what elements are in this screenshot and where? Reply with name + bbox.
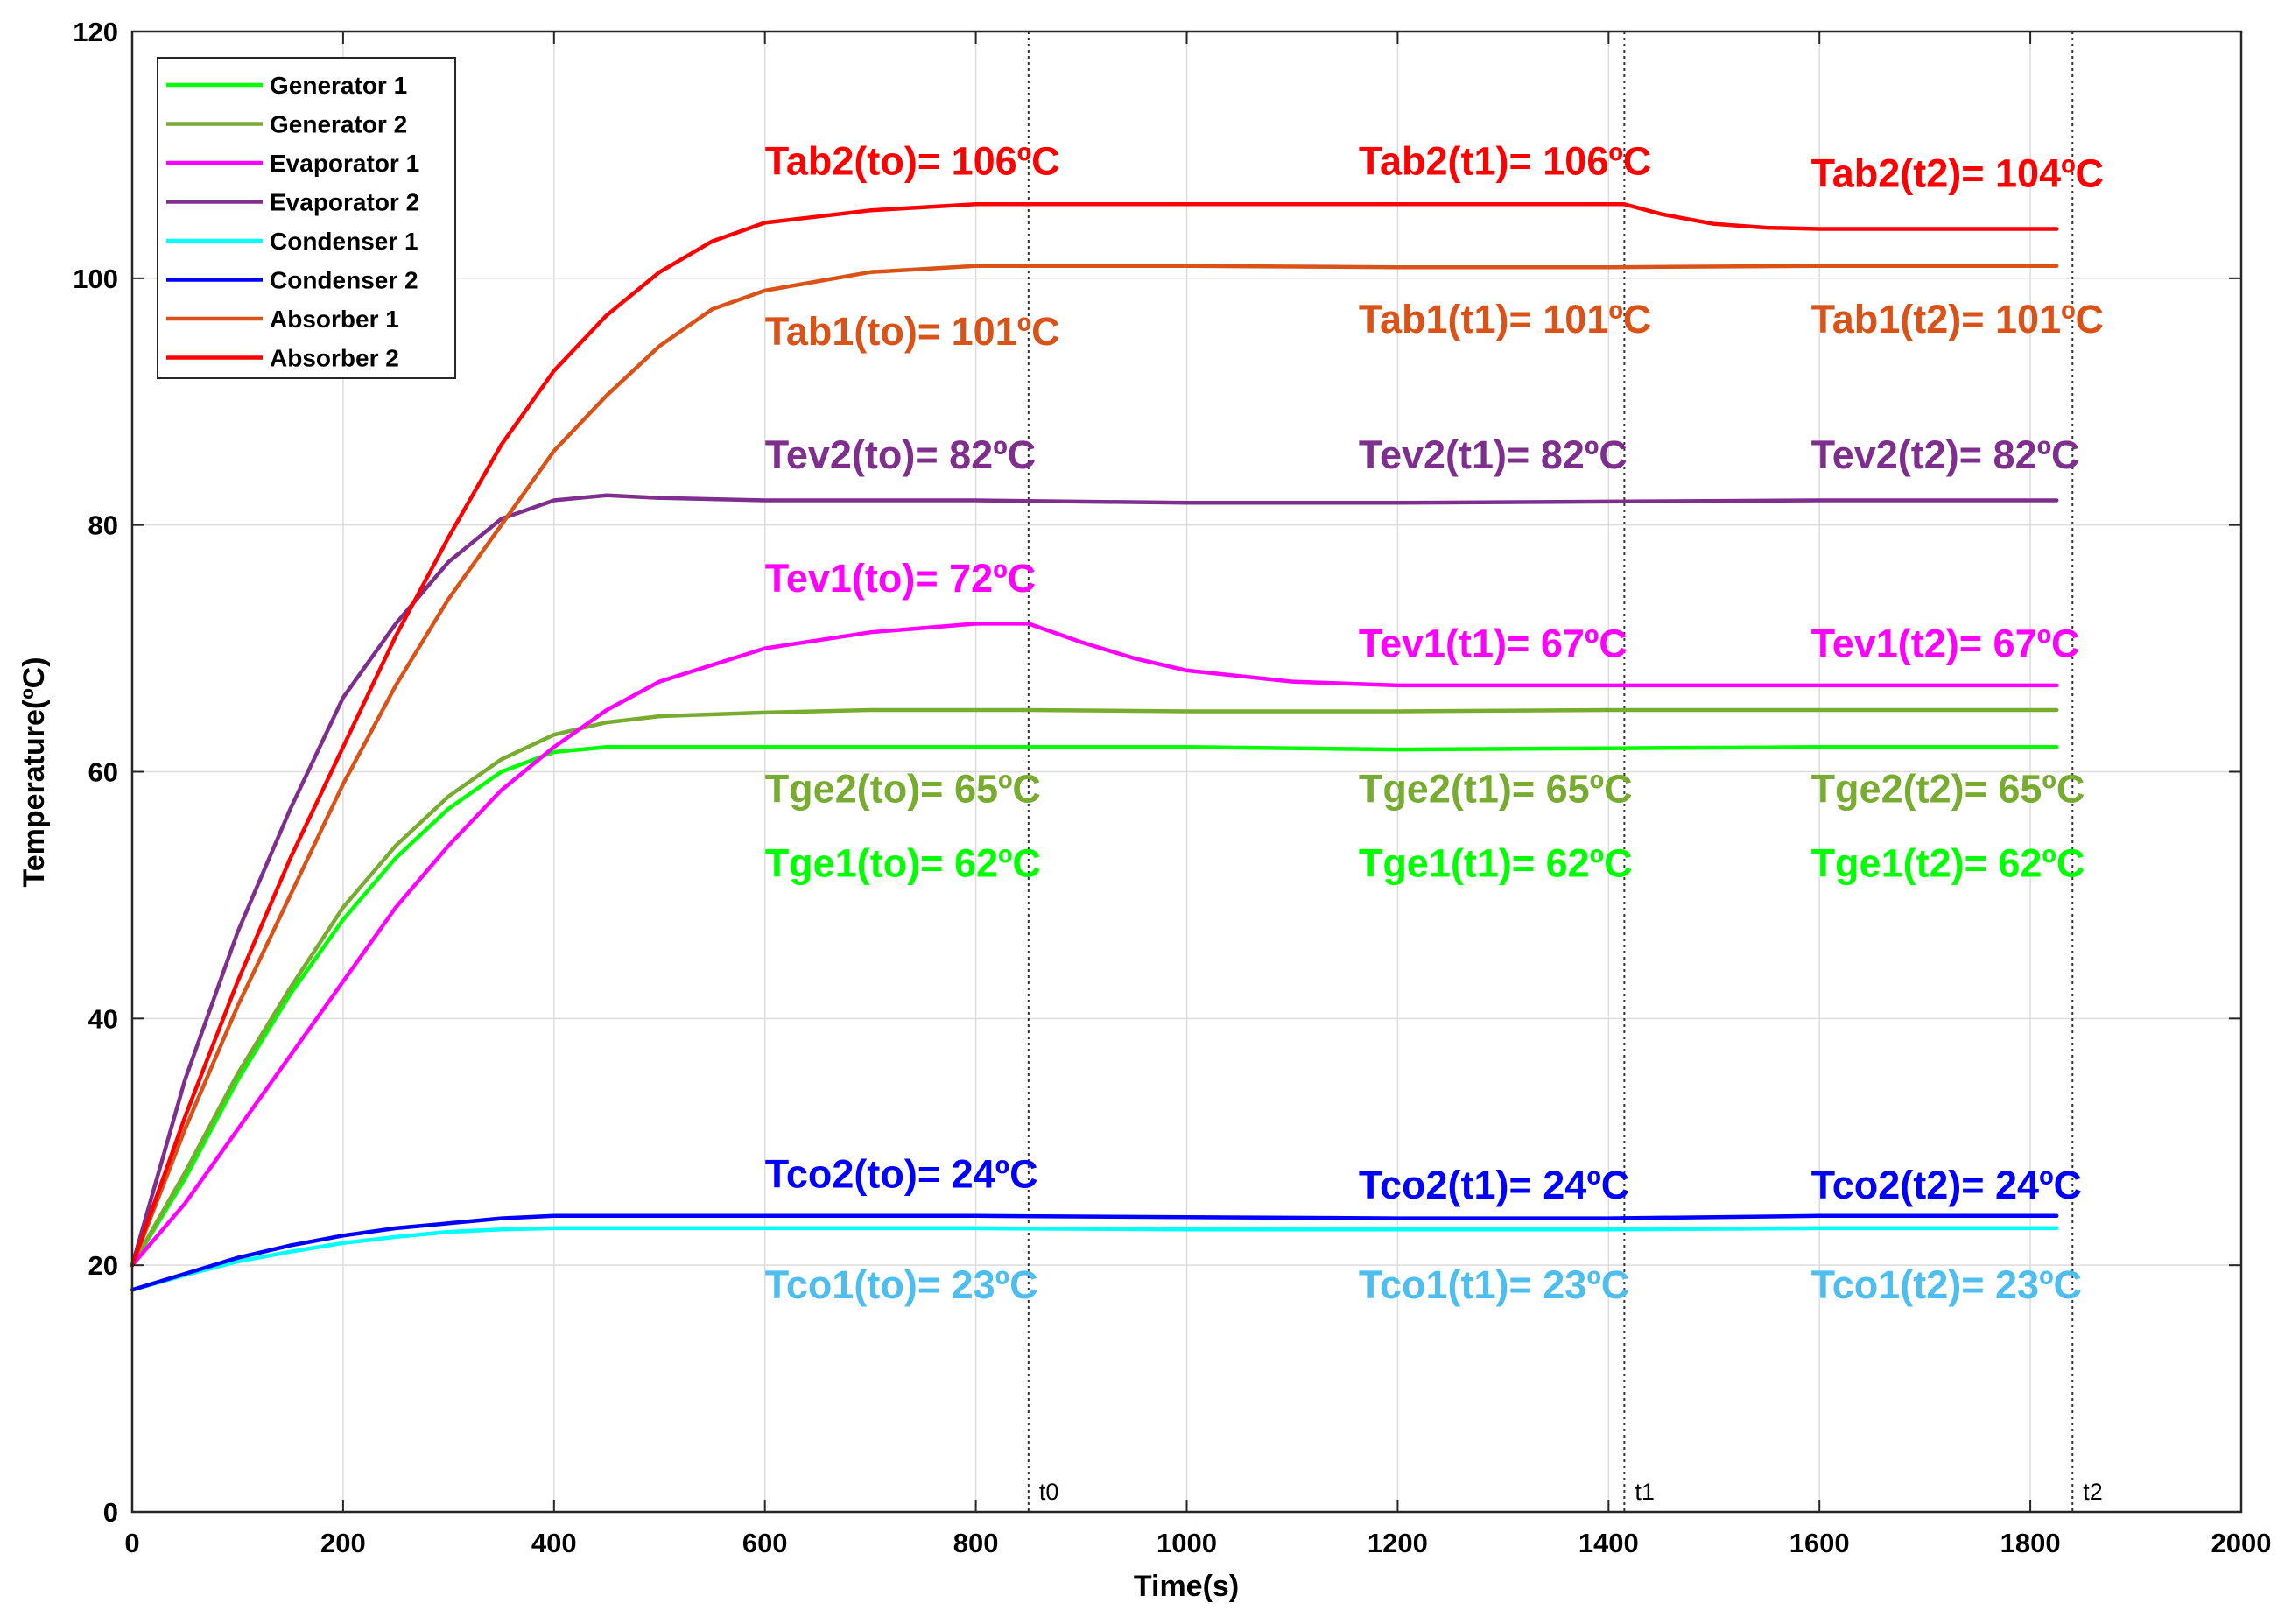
legend-label: Absorber 1 (270, 306, 399, 333)
annotation-label: Tco1(to)= 23ºC (765, 1262, 1038, 1307)
series-line-generator-2 (130, 707, 2059, 1268)
annotation-label: Tab1(to)= 101ºC (765, 309, 1060, 354)
series-line-condenser-2 (130, 1213, 2059, 1292)
annotation-label: Tco2(to)= 24ºC (765, 1151, 1038, 1196)
annotation-label: Tge2(t2)= 65ºC (1811, 767, 2085, 812)
x-tick-label: 1600 (1789, 1528, 1850, 1558)
legend-label: Evaporator 2 (270, 189, 419, 216)
time-marker-label: t1 (1635, 1479, 1655, 1505)
y-axis-label: Temperature(ºC) (18, 657, 51, 887)
series-lines (130, 202, 2059, 1292)
annotation-label: Tge1(to)= 62ºC (765, 840, 1041, 885)
time-markers: t0 t1 t2 (1027, 32, 2103, 1512)
annotation-label: Tev1(t1)= 67ºC (1359, 621, 1628, 665)
annotation-label: Tab2(to)= 106ºC (765, 138, 1060, 183)
annotation-label: Tev2(t1)= 82ºC (1359, 432, 1628, 477)
annotation-label: Tab2(t2)= 104ºC (1811, 151, 2104, 196)
series-line-condenser-1 (130, 1226, 2059, 1292)
annotation-label: Tge2(t1)= 65ºC (1359, 767, 1633, 812)
grid (132, 32, 2241, 1512)
annotation-label: Tev1(t2)= 67ºC (1811, 621, 2080, 665)
legend-box (157, 57, 456, 379)
legend-label: Absorber 2 (270, 345, 399, 372)
series-line-evaporator-2 (130, 493, 2059, 1268)
annotation-label: Tco1(t1)= 23ºC (1359, 1262, 1629, 1307)
x-tick-label: 400 (531, 1528, 577, 1558)
time-marker-label: t2 (2083, 1479, 2103, 1505)
x-tick-label: 2000 (2211, 1528, 2272, 1558)
annotation-label: Tab1(t1)= 101ºC (1359, 297, 1651, 341)
annotation-label: Tco1(t2)= 23ºC (1811, 1262, 2082, 1307)
legend-label: Generator 1 (270, 72, 407, 99)
y-tick-label: 120 (73, 17, 118, 47)
x-tick-label: 800 (953, 1528, 999, 1558)
annotation-label: Tab2(t1)= 106ºC (1359, 138, 1651, 183)
annotations: Tab2(to)= 106ºC Tab2(t1)= 106ºC Tab2(t2)= … (765, 138, 2104, 1307)
annotation-label: Tge2(to)= 65ºC (765, 767, 1041, 812)
x-tick-label: 1200 (1367, 1528, 1428, 1558)
annotation-label: Tev1(to)= 72ºC (765, 556, 1036, 601)
x-axis-label: Time(s) (1134, 1570, 1239, 1603)
axis-ticks: 0 200 400 600 800 1000 1200 1400 1600 1800 2000 0 20… (73, 17, 2271, 1558)
time-marker-label: t0 (1039, 1479, 1059, 1505)
legend-label: Condenser 1 (270, 228, 418, 255)
legend-label: Evaporator 1 (270, 150, 419, 177)
x-tick-label: 1000 (1157, 1528, 1217, 1558)
y-tick-label: 0 (103, 1497, 118, 1528)
legend: Generator 1 Generator 2 Evaporator 1 Evapor… (157, 57, 456, 379)
series-line-absorber-2 (130, 202, 2059, 1268)
series-line-absorber-1 (130, 264, 2059, 1268)
y-tick-label: 60 (88, 757, 118, 788)
x-tick-label: 0 (124, 1528, 139, 1558)
annotation-label: Tev2(to)= 82ºC (765, 432, 1036, 477)
x-tick-label: 200 (320, 1528, 366, 1558)
x-tick-label: 1400 (1578, 1528, 1639, 1558)
annotation-label: Tab1(t2)= 101ºC (1811, 297, 2104, 341)
annotation-label: Tev2(t2)= 82ºC (1811, 432, 2080, 477)
series-line-generator-1 (130, 745, 2059, 1268)
series-line-evaporator-1 (130, 622, 2059, 1268)
x-tick-label: 1800 (2000, 1528, 2061, 1558)
y-tick-label: 80 (88, 510, 118, 541)
legend-label: Generator 2 (270, 111, 407, 138)
y-tick-label: 40 (88, 1003, 118, 1034)
legend-label: Condenser 2 (270, 267, 418, 294)
annotation-label: Tge1(t2)= 62ºC (1811, 840, 2085, 885)
annotation-label: Tge1(t1)= 62ºC (1359, 840, 1633, 885)
annotation-label: Tco2(t2)= 24ºC (1811, 1163, 2082, 1207)
y-tick-label: 100 (73, 264, 118, 294)
annotation-label: Tco2(t1)= 24ºC (1359, 1163, 1629, 1207)
y-tick-label: 20 (88, 1250, 118, 1281)
x-tick-label: 600 (742, 1528, 788, 1558)
